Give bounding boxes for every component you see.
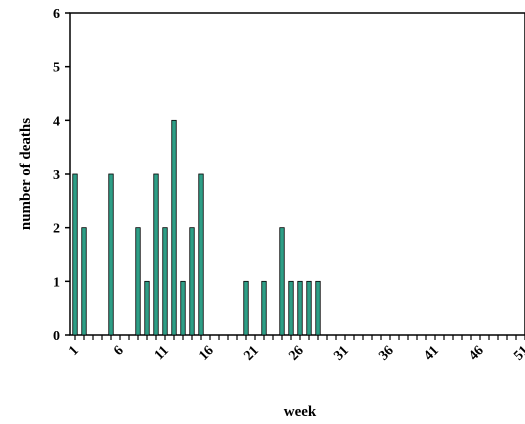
x-tick-label: 51 (511, 343, 525, 364)
bar-week-26 (297, 280, 303, 336)
x-tick-label: 41 (421, 343, 442, 364)
y-tick-label: 4 (53, 114, 60, 129)
x-tick-label: 11 (152, 343, 172, 363)
bar-week-25 (288, 280, 294, 336)
bar-week-27 (306, 280, 312, 336)
bar-week-5 (108, 173, 114, 336)
bar-week-1 (72, 173, 78, 336)
bar-week-22 (261, 280, 267, 336)
x-tick-label: 6 (111, 343, 127, 359)
bar-week-12 (171, 119, 177, 336)
bar-week-9 (144, 280, 150, 336)
bar-week-14 (189, 227, 195, 336)
y-tick-label: 3 (53, 168, 60, 183)
bar-week-10 (153, 173, 159, 336)
bar-week-2 (81, 227, 87, 336)
bar-week-28 (315, 280, 321, 336)
y-axis-title: number of deaths (18, 118, 34, 230)
x-tick-label: 26 (286, 343, 307, 364)
y-tick-label: 2 (53, 222, 60, 237)
x-axis: 1 6 11 16 21 26 31 36 41 46 51 (66, 335, 525, 364)
bar-week-15 (198, 173, 204, 336)
bar-week-8 (135, 227, 141, 336)
bar-week-20 (243, 280, 249, 336)
bar-week-13 (180, 280, 186, 336)
x-tick-label: 36 (376, 343, 397, 364)
x-axis-title: week (284, 404, 317, 420)
bars-group (72, 119, 321, 336)
x-tick-label: 21 (241, 343, 262, 364)
x-tick-label: 16 (196, 343, 217, 364)
bar-week-24 (279, 227, 285, 336)
y-axis: 0 1 2 3 4 5 6 (53, 7, 70, 344)
y-tick-label: 5 (53, 61, 60, 76)
x-tick-label: 31 (331, 343, 352, 364)
y-tick-label: 0 (53, 329, 60, 344)
y-tick-label: 1 (53, 275, 60, 290)
x-tick-label: 1 (66, 343, 82, 359)
bar-week-11 (162, 227, 168, 336)
y-tick-label: 6 (53, 7, 60, 22)
x-tick-label: 46 (466, 343, 487, 364)
